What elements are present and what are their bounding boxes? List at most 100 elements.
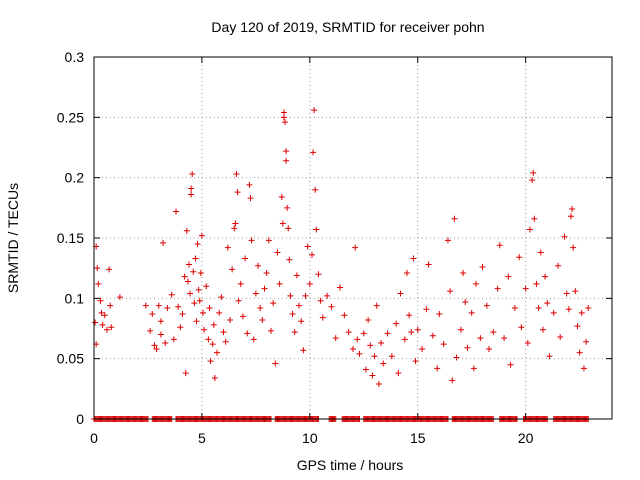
data-point (181, 273, 188, 280)
data-point (259, 317, 266, 324)
data-point (544, 300, 551, 307)
data-point (187, 290, 194, 297)
data-point (570, 244, 577, 251)
data-point (447, 288, 454, 295)
data-point (507, 361, 514, 368)
data-point (354, 336, 361, 343)
data-point (252, 290, 259, 297)
data-point (328, 303, 335, 310)
data-point (255, 262, 262, 269)
data-point (425, 261, 432, 268)
data-point (464, 344, 471, 351)
data-point (539, 326, 546, 333)
data-point (242, 255, 249, 262)
data-point (168, 291, 175, 298)
data-point (298, 318, 305, 325)
data-point (423, 306, 430, 313)
data-point (378, 339, 385, 346)
data-point (103, 326, 110, 333)
data-point (319, 314, 326, 321)
data-point (434, 365, 441, 372)
data-point (188, 191, 195, 198)
data-point (535, 304, 542, 311)
data-point (332, 335, 339, 342)
data-point (218, 294, 225, 301)
data-point (142, 302, 149, 309)
data-point (214, 349, 221, 356)
data-point (107, 302, 114, 309)
data-point (247, 195, 254, 202)
data-point (282, 119, 289, 126)
data-point (189, 171, 196, 178)
data-point (457, 326, 464, 333)
data-point (449, 377, 456, 384)
data-point (220, 329, 227, 336)
data-point (563, 290, 570, 297)
data-point (191, 300, 198, 307)
data-point (293, 272, 300, 279)
data-point (231, 225, 238, 232)
data-point (522, 285, 529, 292)
data-point (501, 335, 508, 342)
data-point (401, 336, 408, 343)
data-point (308, 251, 315, 258)
data-point (153, 346, 160, 353)
data-point (542, 273, 549, 280)
x-tick-label: 0 (90, 430, 98, 446)
data-point (244, 330, 251, 337)
data-point (526, 226, 533, 233)
data-point (317, 297, 324, 304)
data-point (157, 331, 164, 338)
data-point (511, 304, 518, 311)
data-point (306, 280, 313, 287)
data-point (360, 330, 367, 337)
data-point (149, 311, 156, 318)
data-point (477, 335, 484, 342)
x-tick-label: 20 (518, 430, 534, 446)
data-point (530, 169, 537, 176)
y-tick-label: 0.2 (65, 170, 85, 186)
data-point (350, 346, 356, 353)
data-point (341, 312, 348, 319)
data-point (362, 366, 369, 373)
data-point (356, 350, 363, 357)
data-point (188, 185, 195, 192)
data-point (406, 312, 413, 319)
data-point (235, 297, 242, 304)
data-point (97, 297, 104, 304)
x-tick-labels: 0 5 10 15 20 (90, 430, 534, 446)
data-point (209, 341, 216, 348)
data-point (284, 204, 291, 211)
data-point (160, 239, 167, 246)
data-point (278, 193, 285, 200)
data-point (393, 320, 400, 327)
data-point (518, 324, 525, 331)
data-point (190, 268, 197, 275)
data-point (578, 309, 585, 316)
data-point (257, 304, 264, 311)
data-point (419, 346, 426, 353)
data-point (194, 241, 201, 248)
data-point (550, 309, 557, 316)
data-point (451, 215, 458, 222)
data-point (95, 280, 102, 287)
data-point (270, 300, 277, 307)
data-point (468, 309, 475, 316)
data-point (162, 339, 169, 346)
data-point (496, 242, 503, 249)
data-point (479, 263, 486, 270)
data-point (198, 232, 205, 239)
data-point (315, 271, 322, 278)
data-point (485, 346, 492, 353)
data-point (557, 333, 564, 340)
data-point (164, 304, 171, 311)
data-point (106, 266, 113, 273)
data-point (529, 177, 536, 184)
data-point (239, 313, 246, 320)
data-point (99, 321, 106, 328)
data-point (555, 262, 562, 269)
data-point (494, 285, 501, 292)
y-tick-labels: 0 0.05 0.1 0.15 0.2 0.25 0.3 (57, 49, 84, 427)
